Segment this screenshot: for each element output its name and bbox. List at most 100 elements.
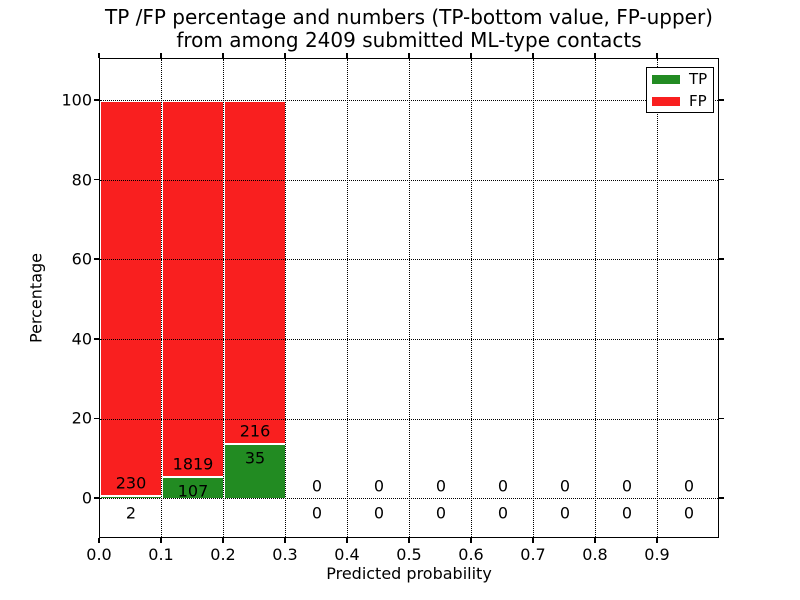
tp-count-label: 0 xyxy=(559,503,571,523)
y-axis-label: Percentage xyxy=(26,252,46,344)
x-tick-top xyxy=(532,53,534,58)
tp-count-label: 0 xyxy=(621,503,633,523)
x-tick-bottom xyxy=(222,538,224,543)
y-tick-left xyxy=(94,178,99,181)
y-tick-label: 80 xyxy=(71,170,92,190)
tp-swatch-icon xyxy=(652,74,680,84)
y-tick-right xyxy=(719,338,724,340)
fp-swatch-icon xyxy=(652,96,680,106)
gridline-vertical xyxy=(409,59,411,537)
x-tick-label: 0.0 xyxy=(86,545,112,564)
fp-count-label: 0 xyxy=(435,476,447,496)
chart-title: TP /FP percentage and numbers (TP-bottom… xyxy=(99,6,719,52)
y-tick-label: 40 xyxy=(71,329,92,349)
x-tick-top xyxy=(470,53,472,58)
y-tick-right xyxy=(719,497,724,499)
legend-label-tp: TP xyxy=(689,69,708,88)
tp-count-label: 0 xyxy=(435,503,447,523)
fp-count-label: 216 xyxy=(239,421,271,440)
legend: TP FP xyxy=(646,67,714,113)
x-tick-top xyxy=(222,53,224,58)
y-tick-right xyxy=(719,99,724,101)
x-tick-bottom xyxy=(408,538,410,543)
x-tick-top xyxy=(346,53,348,58)
gridline-horizontal xyxy=(100,418,718,420)
x-tick-top xyxy=(656,53,658,58)
x-tick-bottom xyxy=(656,538,658,543)
y-tick-label: 20 xyxy=(71,408,92,428)
y-tick-right xyxy=(719,417,724,420)
gridline-horizontal xyxy=(100,259,718,261)
y-tick-label: 0 xyxy=(81,488,92,508)
fp-count-label: 0 xyxy=(311,476,323,496)
gridline-vertical xyxy=(533,59,535,537)
fp-count-label: 0 xyxy=(373,476,385,496)
bar-segment-fp xyxy=(100,101,162,496)
x-tick-label: 0.6 xyxy=(458,545,484,564)
gridline-vertical xyxy=(285,59,287,537)
x-tick-label: 0.2 xyxy=(210,545,236,564)
x-tick-label: 0.1 xyxy=(148,545,174,564)
title-line-1: TP /FP percentage and numbers (TP-bottom… xyxy=(105,5,713,29)
bar-segment-fp xyxy=(162,101,224,477)
tp-count-label: 0 xyxy=(311,503,323,523)
x-tick-bottom xyxy=(532,538,534,543)
x-tick-label: 0.8 xyxy=(582,545,608,564)
gridline-vertical xyxy=(347,59,349,537)
title-line-2: from among 2409 submitted ML-type contac… xyxy=(176,28,642,52)
y-tick-right xyxy=(719,178,724,181)
x-tick-top xyxy=(160,53,162,58)
x-tick-top xyxy=(284,53,286,58)
gridline-horizontal xyxy=(100,179,718,181)
x-tick-label: 0.7 xyxy=(520,545,546,564)
y-tick-left xyxy=(94,338,99,340)
x-tick-label: 0.5 xyxy=(396,545,422,564)
x-tick-label: 0.3 xyxy=(272,545,298,564)
fp-count-label: 230 xyxy=(115,473,147,493)
gridline-vertical xyxy=(657,59,659,537)
x-tick-top xyxy=(408,53,410,58)
tp-count-label: 35 xyxy=(244,448,266,467)
y-tick-label: 100 xyxy=(61,90,92,110)
tp-count-label: 107 xyxy=(177,481,209,501)
gridline-vertical xyxy=(595,59,597,537)
y-tick-left xyxy=(94,99,99,101)
tp-count-label: 0 xyxy=(683,503,695,523)
gridline-horizontal xyxy=(100,339,718,341)
tp-count-label: 0 xyxy=(373,503,385,523)
legend-label-fp: FP xyxy=(689,91,707,110)
bar-segment-fp xyxy=(224,101,286,444)
x-tick-top xyxy=(98,53,100,58)
legend-item-tp: TP xyxy=(647,70,713,88)
legend-item-fp: FP xyxy=(647,92,713,110)
x-tick-bottom xyxy=(284,538,286,543)
fp-count-label: 0 xyxy=(497,476,509,496)
gridline-horizontal xyxy=(100,100,718,102)
y-tick-label: 60 xyxy=(71,249,92,269)
y-tick-left xyxy=(94,417,99,420)
fp-count-label: 1819 xyxy=(172,454,214,474)
y-tick-left xyxy=(94,258,99,260)
x-tick-bottom xyxy=(98,538,100,543)
x-tick-bottom xyxy=(346,538,348,543)
gridline-vertical xyxy=(161,59,163,537)
x-tick-label: 0.9 xyxy=(644,545,670,564)
gridline-vertical xyxy=(471,59,473,537)
plot-area: 230 2 1819 107 216 35 0 0 0 0 0 0 0 0 0 0 0 0 0 0 xyxy=(99,58,719,538)
fp-count-label: 0 xyxy=(621,476,633,496)
y-tick-left xyxy=(94,497,99,499)
gridline-vertical xyxy=(223,59,225,537)
x-tick-bottom xyxy=(470,538,472,543)
fp-count-label: 0 xyxy=(683,476,695,496)
x-tick-bottom xyxy=(594,538,596,543)
fp-count-label: 0 xyxy=(559,476,571,496)
x-tick-top xyxy=(594,53,596,58)
y-tick-right xyxy=(719,258,724,260)
x-axis-label: Predicted probability xyxy=(326,564,492,583)
x-tick-label: 0.4 xyxy=(334,545,360,564)
gridline-horizontal xyxy=(100,498,718,500)
tp-count-label: 2 xyxy=(125,503,137,523)
x-tick-bottom xyxy=(160,538,162,543)
tp-count-label: 0 xyxy=(497,503,509,523)
